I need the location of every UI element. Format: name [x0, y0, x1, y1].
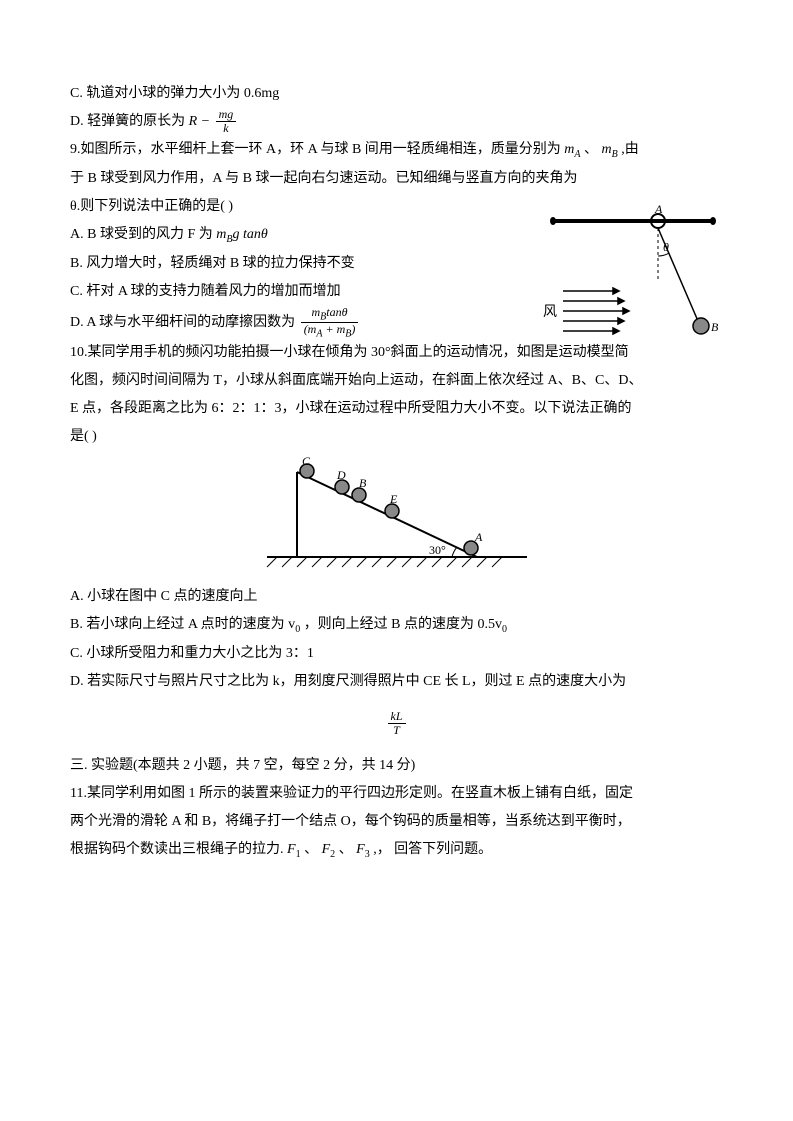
q10-stem-line4: 是( ): [70, 423, 723, 451]
q8d-num: mg: [216, 108, 237, 122]
q10-fig-D: D: [336, 468, 346, 482]
q11-sep1: 、: [304, 842, 318, 857]
q9-sep: 、: [584, 142, 598, 157]
q11-F3s: 3: [365, 849, 370, 860]
q11-F2s: 2: [330, 849, 335, 860]
q8-option-c: C. 轨道对小球的弹力大小为 0.6mg: [70, 80, 723, 108]
q9-stem-line2: 于 B 球受到风力作用，A 与 B 球一起向右匀速运动。已知细绳与竖直方向的夹角…: [70, 165, 723, 193]
q8-option-d: D. 轻弹簧的原长为 R − mg k: [70, 108, 723, 136]
q11-F2: F: [322, 842, 331, 857]
q11-F1s: 1: [296, 849, 301, 860]
q10b-mid: ，则向上经过 B 点的速度为 0.5v: [304, 617, 502, 632]
q10-option-a: A. 小球在图中 C 点的速度向上: [70, 583, 723, 611]
q9d-num: mBtanθ: [301, 306, 359, 323]
q8d-expr: R −: [189, 114, 214, 129]
q10b-sub0a: 0: [295, 624, 300, 635]
q9a-tail: g tanθ: [232, 227, 267, 242]
q9d-den-close: ): [351, 322, 355, 336]
q9-stem1: 9.如图所示，水平细杆上套一环 A，环 A 与球 B 间用一轻质绳相连，质量分别…: [70, 142, 564, 157]
q10-fig-angle: 30°: [429, 543, 446, 557]
section3-heading: 三. 实验题(本题共 2 小题，共 7 空，每空 2 分，共 14 分): [70, 752, 723, 780]
q9d-num-m: m: [312, 305, 321, 319]
q11-sep2: 、: [339, 842, 353, 857]
q9-after: ,由: [621, 142, 639, 157]
q9d-num-tail: tanθ: [326, 305, 347, 319]
q9d-den-open: (m: [304, 322, 317, 336]
q9-fig-wind: 风: [543, 305, 557, 320]
q10d-num: kL: [388, 710, 406, 724]
q9a-prefix: A. B 球受到的风力 F 为: [70, 227, 213, 242]
q9-fig-B: B: [711, 320, 719, 334]
q11-stem-line2: 两个光滑的滑轮 A 和 B，将绳子打一个结点 O，每个钩码的质量相等，当系统达到…: [70, 808, 723, 836]
q8d-fraction: mg k: [216, 108, 237, 135]
q9-options-wrap: A θ B 风 θ.则下列说法中正确的是( ) A. B 球受到的风力 F 为 …: [70, 193, 723, 340]
q8d-den: k: [216, 122, 237, 135]
q11-stem3-tail: ,， 回答下列问题。: [373, 842, 492, 857]
q9-figure: A θ B 风: [543, 201, 723, 361]
q10-stem-line2: 化图，频闪时间间隔为 T，小球从斜面底端开始向上运动，在斜面上依次经过 A、B、…: [70, 367, 723, 395]
q10-option-c: C. 小球所受阻力和重力大小之比为 3：1: [70, 640, 723, 668]
q9d-den-mid: + m: [322, 322, 345, 336]
q10-option-d-formula: kL T: [70, 710, 723, 738]
q9d-den: (mA + mB): [301, 323, 359, 339]
q10-option-b: B. 若小球向上经过 A 点时的速度为 v0 ，则向上经过 B 点的速度为 0.…: [70, 611, 723, 640]
q10-stem-line3: E 点，各段距离之比为 6：2：1：3，小球在运动过程中所受阻力大小不变。以下说…: [70, 395, 723, 423]
q10-figure: 30° C D B E A: [247, 457, 547, 577]
q9d-fraction: mBtanθ (mA + mB): [301, 306, 359, 340]
q10-fig-E: E: [389, 492, 398, 506]
q9-mA: m: [564, 142, 574, 157]
q10-fig-A: A: [474, 530, 483, 544]
q10d-den: T: [388, 724, 406, 737]
q10b-sub0b: 0: [502, 624, 507, 635]
q9d-prefix: D. A 球与水平细杆间的动摩擦因数为: [70, 315, 299, 330]
q10-fig-C: C: [302, 457, 311, 468]
q8d-prefix: D. 轻弹簧的原长为: [70, 114, 189, 129]
q9a-m: m: [216, 227, 226, 242]
q9-mA-sub: A: [574, 149, 580, 160]
q10b-prefix: B. 若小球向上经过 A 点时的速度为 v: [70, 617, 295, 632]
q11-stem-line3: 根据钩码个数读出三根绳子的拉力. F1 、 F2 、 F3 ,， 回答下列问题。: [70, 836, 723, 865]
q9-stem-line1: 9.如图所示，水平细杆上套一环 A，环 A 与球 B 间用一轻质绳相连，质量分别…: [70, 136, 723, 165]
q11-stem3-prefix: 根据钩码个数读出三根绳子的拉力.: [70, 842, 287, 857]
q9-mB-sub: B: [612, 149, 618, 160]
q9-mB: m: [602, 142, 612, 157]
q11-F1: F: [287, 842, 296, 857]
q9-fig-A: A: [654, 202, 663, 216]
q10d-fraction: kL T: [388, 710, 406, 737]
q10-option-d: D. 若实际尺寸与照片尺寸之比为 k，用刻度尺测得照片中 CE 长 L，则过 E…: [70, 668, 723, 696]
q10-fig-B: B: [359, 476, 367, 490]
q11-stem-line1: 11.某同学利用如图 1 所示的装置来验证力的平行四边形定则。在竖直木板上铺有白…: [70, 780, 723, 808]
q9-fig-theta: θ: [663, 240, 669, 254]
q11-F3: F: [356, 842, 365, 857]
